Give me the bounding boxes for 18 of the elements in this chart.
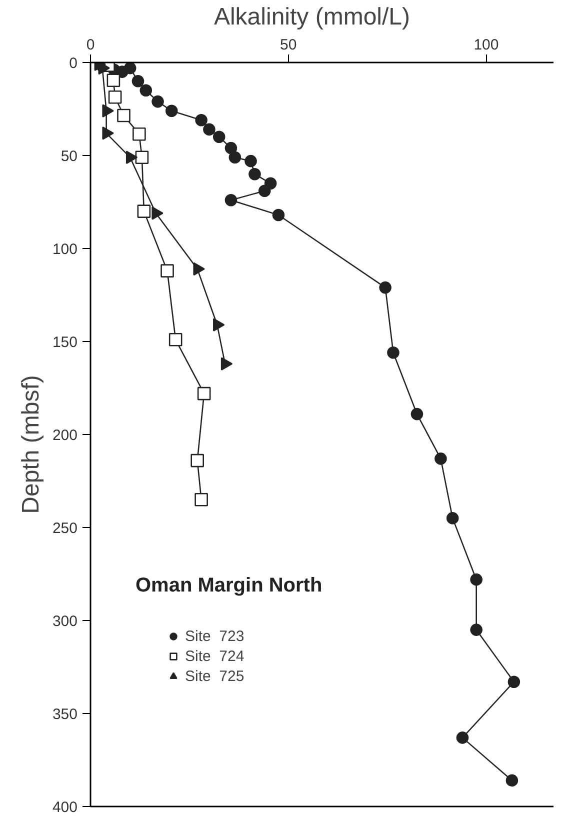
- x-tick-label: 0: [86, 36, 95, 54]
- x-tick-label: 100: [474, 36, 499, 54]
- x-tick-label: 50: [280, 36, 297, 54]
- y-tick-label: 50: [60, 148, 78, 165]
- y-tick-label: 300: [52, 613, 78, 630]
- y-tick-label: 100: [52, 241, 78, 258]
- y-tick-label: 0: [69, 55, 78, 72]
- y-tick-label: 400: [52, 799, 78, 816]
- y-tick-label: 250: [52, 520, 78, 537]
- legend-label: Site 724: [185, 648, 244, 664]
- legend-label: Site 725: [185, 668, 244, 684]
- annotation: Oman Margin North: [136, 574, 322, 596]
- y-axis-title: Depth (mbsf): [17, 375, 44, 514]
- y-tick-label: 150: [52, 334, 78, 351]
- x-axis-title: Alkalinity (mmol/L): [214, 4, 410, 30]
- y-tick-label: 350: [52, 706, 78, 723]
- legend-label: Site 723: [185, 628, 244, 644]
- y-tick-label: 200: [52, 427, 78, 444]
